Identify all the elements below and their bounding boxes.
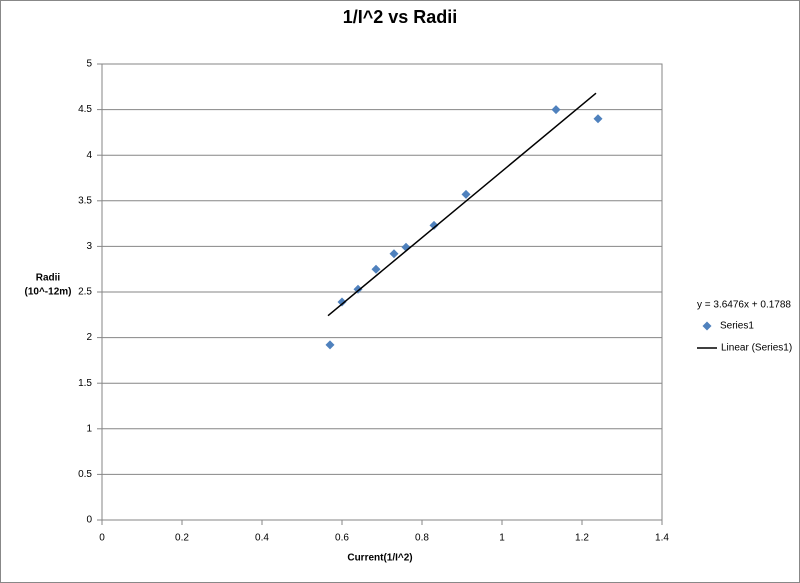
data-point <box>461 189 471 199</box>
y-tick-label: 4 <box>86 150 92 161</box>
x-tick-label: 0.4 <box>255 533 269 544</box>
y-tick-label: 5 <box>86 59 92 70</box>
legend-swatch <box>702 321 712 331</box>
y-tick-label: 0.5 <box>78 469 92 480</box>
data-point <box>353 284 363 294</box>
y-tick-label: 1 <box>86 423 92 434</box>
y-tick-label: 2.5 <box>78 287 92 298</box>
data-point <box>371 264 381 274</box>
y-axis-label: (10^-12m) <box>25 287 72 298</box>
data-point <box>429 220 439 230</box>
x-tick-label: 0.8 <box>415 533 429 544</box>
trendline-equation: y = 3.6476x + 0.1788 <box>697 300 791 311</box>
data-point <box>389 249 399 259</box>
y-tick-label: 0 <box>86 515 92 526</box>
x-tick-label: 0.2 <box>175 533 189 544</box>
data-point <box>325 340 335 350</box>
chart-title: 1/I^2 vs Radii <box>343 7 458 27</box>
x-tick-label: 1.4 <box>655 533 669 544</box>
x-tick-label: 0 <box>99 533 105 544</box>
trendline <box>327 92 597 317</box>
legend-label: Series1 <box>720 321 754 332</box>
data-point <box>593 114 603 124</box>
data-point <box>551 105 561 115</box>
x-tick-label: 0.6 <box>335 533 349 544</box>
x-tick-label: 1.2 <box>575 533 589 544</box>
y-tick-label: 3 <box>86 241 92 252</box>
x-axis-label: Current(1/I^2) <box>347 553 412 564</box>
x-tick-label: 1 <box>499 533 505 544</box>
y-tick-label: 4.5 <box>78 104 92 115</box>
data-point <box>337 297 347 307</box>
y-tick-label: 3.5 <box>78 195 92 206</box>
y-axis-label: Radii <box>36 273 61 284</box>
y-tick-label: 2 <box>86 332 92 343</box>
plot-area-border <box>101 63 663 521</box>
legend-label: Linear (Series1) <box>721 343 792 354</box>
y-tick-label: 1.5 <box>78 378 92 389</box>
